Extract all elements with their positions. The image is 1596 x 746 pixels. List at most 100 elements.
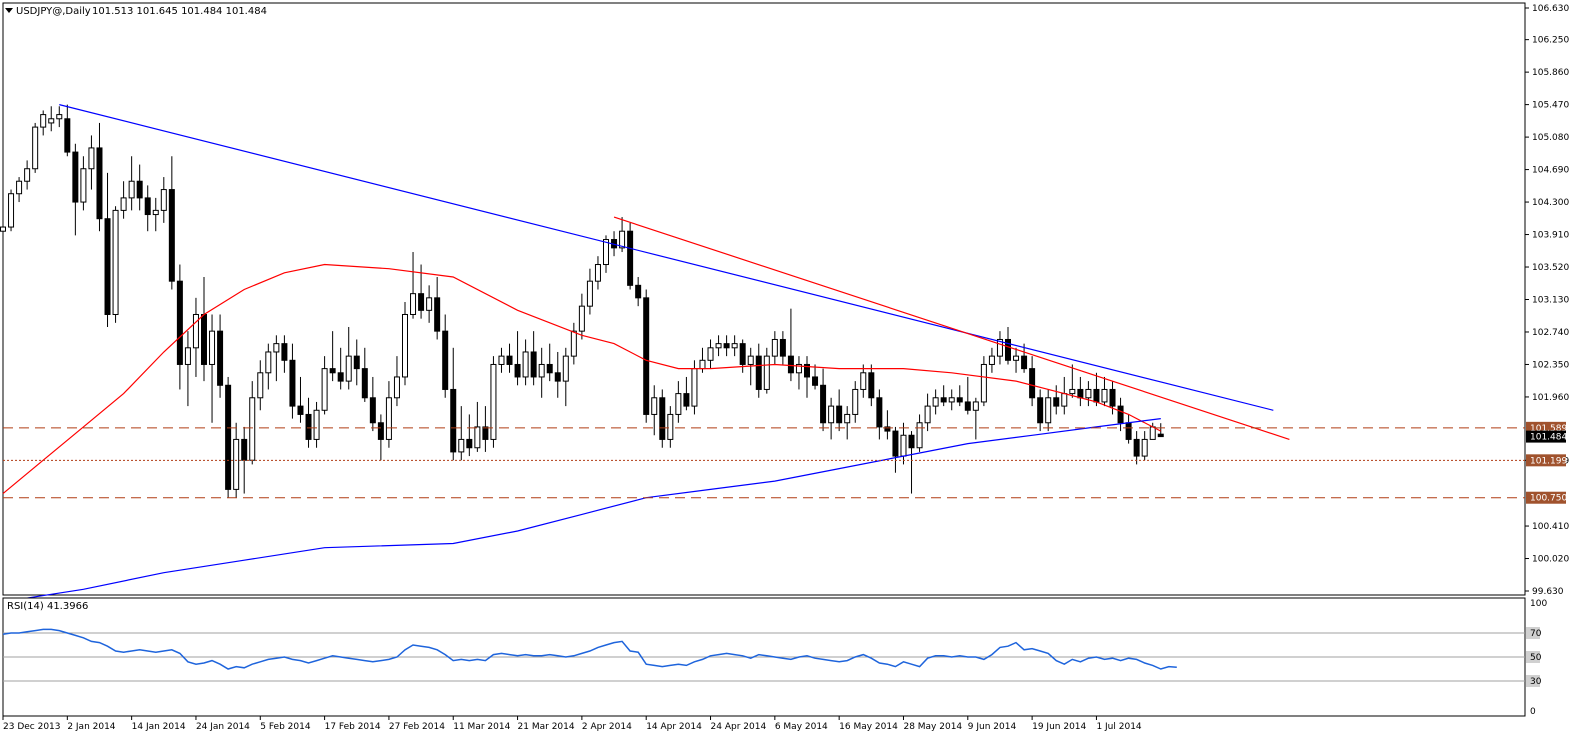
- candle-body: [1149, 426, 1156, 440]
- rsi-levels: [3, 632, 1525, 682]
- candle: [988, 347, 995, 373]
- candle-body: [466, 438, 473, 449]
- candle: [353, 339, 360, 386]
- time-axis: 23 Dec 2013 2 Jan 2014 14 Jan 2014 24 Jan 2…: [2, 716, 1142, 732]
- candle-body: [675, 393, 682, 415]
- candle: [795, 356, 802, 390]
- candle-body: [691, 368, 698, 407]
- price-panel: USDJPY@,Daily 101.513 101.645 101.484 10…: [0, 2, 1526, 603]
- candle-body: [980, 363, 987, 403]
- candle: [643, 289, 650, 423]
- candle: [836, 389, 843, 432]
- price-tick-label: 99.630: [1532, 587, 1564, 597]
- candle: [136, 164, 143, 211]
- candle: [40, 110, 47, 136]
- candle: [1037, 389, 1044, 432]
- candle-body: [554, 372, 561, 382]
- candle-body: [353, 355, 360, 370]
- symbol-label: USDJPY@,Daily: [16, 6, 91, 17]
- candle-body: [627, 230, 634, 286]
- candle-body: [209, 330, 216, 365]
- candle-body: [24, 168, 31, 182]
- candle-body: [651, 397, 658, 415]
- price-tag-box: [1526, 491, 1566, 504]
- candle-body: [683, 393, 690, 407]
- candle-body: [225, 384, 232, 490]
- candle: [828, 397, 835, 440]
- candle-body: [1077, 388, 1084, 399]
- candle-body: [514, 363, 521, 378]
- time-tick-label: 19 Jun 2014: [1032, 722, 1086, 732]
- price-tick-label: 103.520: [1532, 263, 1569, 273]
- rsi-tick-label: 70: [1530, 629, 1542, 639]
- candle: [184, 331, 191, 407]
- candle: [715, 335, 722, 357]
- candle-body: [916, 422, 923, 449]
- candle-body: [908, 434, 915, 449]
- candle-body: [1037, 397, 1044, 424]
- candle: [804, 356, 810, 398]
- candle-body: [176, 280, 183, 365]
- candle: [1117, 397, 1124, 432]
- rsi-tick-label: 30: [1530, 677, 1542, 687]
- candle-body: [377, 422, 384, 440]
- time-tick-label: 2 Jan 2014: [67, 722, 115, 732]
- candle: [651, 385, 658, 436]
- candle: [176, 264, 183, 390]
- candle: [1029, 356, 1036, 407]
- candle-body: [40, 114, 47, 128]
- candle-body: [345, 355, 352, 382]
- candle: [956, 385, 963, 407]
- price-tick-label: 101.960: [1532, 393, 1569, 403]
- dropdown-triangle-icon[interactable]: [5, 8, 13, 13]
- moving-average-line: [2, 263, 1162, 495]
- candle-body: [152, 209, 159, 216]
- candle: [522, 339, 529, 386]
- candle: [393, 356, 400, 407]
- candle: [466, 414, 473, 457]
- time-tick-label: 21 Mar 2014: [518, 722, 575, 732]
- ohlc-readout: 101.513 101.645 101.484 101.484: [92, 6, 267, 17]
- price-tick-label: 104.300: [1532, 198, 1569, 208]
- candle: [192, 297, 199, 377]
- candle: [1045, 389, 1052, 432]
- candle-body: [739, 343, 746, 365]
- candle-body: [289, 359, 296, 407]
- candle-body: [924, 405, 931, 424]
- candle-body: [120, 197, 127, 211]
- candle-body: [56, 114, 63, 120]
- candle-body: [860, 372, 867, 390]
- rsi-tick-label: 100: [1530, 599, 1547, 609]
- price-tick-label: 102.740: [1532, 328, 1569, 338]
- time-tick-label: 5 Feb 2014: [260, 722, 311, 732]
- candle-body: [643, 297, 650, 415]
- candle-body: [659, 397, 666, 440]
- candle-body: [337, 372, 344, 382]
- candle: [554, 351, 561, 398]
- candle: [32, 122, 39, 173]
- candle: [72, 143, 79, 236]
- candle: [1141, 431, 1148, 461]
- candle-body: [699, 359, 706, 370]
- candle-body: [812, 376, 819, 386]
- candle-body: [1109, 388, 1116, 407]
- price-tick-label: 106.630: [1532, 4, 1569, 14]
- candle-body: [168, 189, 175, 282]
- time-tick-label: 9 Jun 2014: [968, 722, 1017, 732]
- candle-body: [562, 355, 569, 382]
- candle-body: [418, 293, 425, 311]
- candle-body: [450, 388, 457, 453]
- candle: [361, 347, 368, 402]
- candle: [168, 156, 175, 290]
- candle: [0, 222, 6, 240]
- candle-body: [297, 405, 304, 415]
- candle: [297, 376, 304, 423]
- candle-body: [763, 355, 770, 390]
- time-tick-label: 1 Jul 2014: [1096, 722, 1141, 732]
- candle: [1085, 381, 1092, 407]
- candle: [932, 389, 939, 415]
- candle-body: [852, 388, 859, 415]
- candle: [289, 343, 296, 419]
- candle-body: [538, 363, 545, 378]
- candle: [160, 177, 167, 223]
